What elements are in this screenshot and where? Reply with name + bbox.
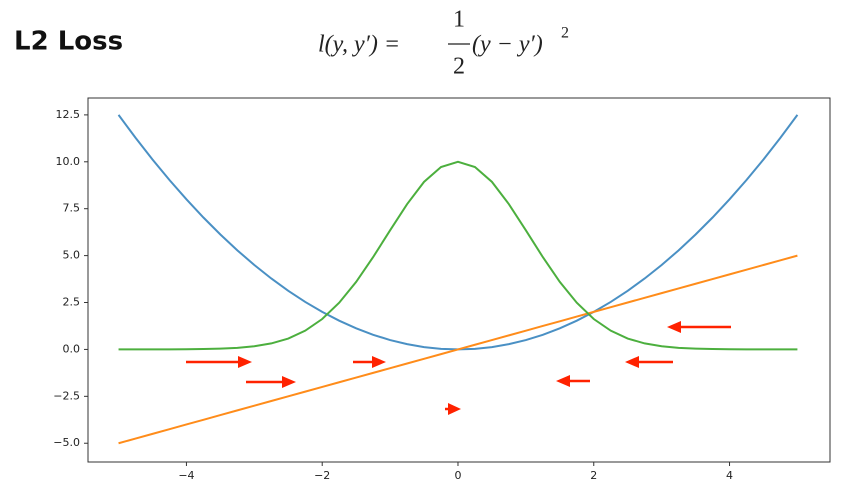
formula-rhs: (y − y′) — [472, 32, 543, 58]
plot-frame — [87, 97, 831, 463]
page-title: L2 Loss — [14, 27, 123, 57]
formula-lhs: l(y, y′) = — [318, 32, 400, 58]
x-tick-label: 4 — [726, 469, 733, 482]
gradient-arrows — [186, 321, 731, 415]
plot-area — [117, 114, 799, 445]
y-tick-label: 0.0 — [63, 342, 81, 355]
line-series — [117, 114, 799, 351]
line-series — [118, 254, 798, 445]
y-tick-label: 12.5 — [56, 108, 81, 121]
x-tick-label: −4 — [178, 469, 194, 482]
y-tick-label: 10.0 — [56, 155, 81, 168]
formula-denominator: 2 — [453, 54, 465, 80]
y-tick-label: −5.0 — [53, 436, 80, 449]
x-tick-label: 2 — [590, 469, 597, 482]
line-series — [118, 160, 798, 351]
y-tick-label: 7.5 — [63, 202, 81, 215]
y-tick-label: 5.0 — [63, 249, 81, 262]
y-tick-label: −2.5 — [53, 389, 80, 402]
formula-numerator: 1 — [453, 7, 465, 33]
y-tick-label: 2.5 — [63, 296, 81, 309]
x-tick-label: −2 — [314, 469, 330, 482]
x-tick-label: 0 — [454, 469, 461, 482]
formula-exponent: 2 — [561, 25, 569, 42]
